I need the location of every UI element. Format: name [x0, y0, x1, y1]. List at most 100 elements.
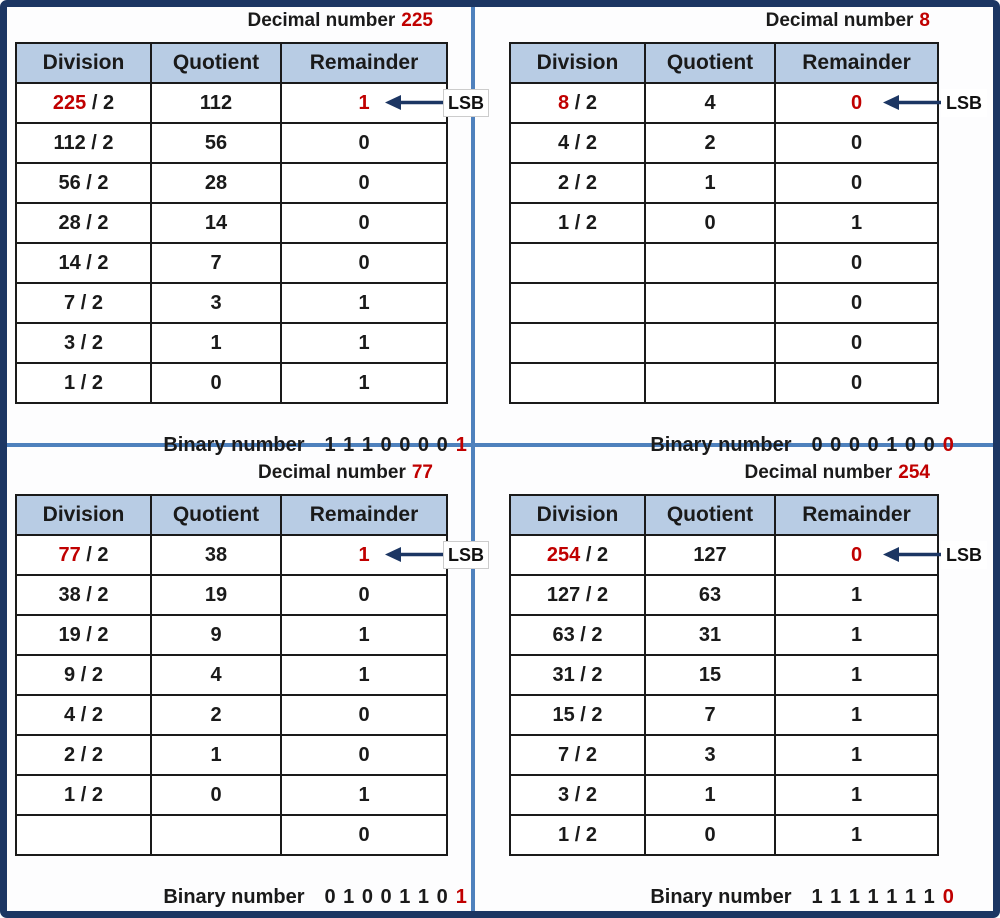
- division-cell: 225 / 2: [15, 82, 152, 124]
- decimal-title-label: Decimal number: [258, 462, 406, 483]
- quotient-cell: 56: [150, 122, 282, 164]
- table-header-row: Division Quotient Remainder: [509, 494, 939, 536]
- quotient-cell: 1: [150, 322, 282, 364]
- divisor-part: / 2: [80, 543, 109, 566]
- decimal-title: Decimal number 254: [512, 462, 930, 484]
- table-row: 112 / 2 56 0: [15, 122, 448, 164]
- binary-label: Binary number: [163, 434, 305, 456]
- division-cell: 8 / 2: [509, 82, 646, 124]
- col-header-quotient: Quotient: [150, 42, 282, 84]
- remainder-cell: 1: [774, 654, 939, 696]
- quotient-cell: 0: [150, 774, 282, 816]
- col-header-remainder: Remainder: [280, 494, 448, 536]
- quotient-cell: [644, 242, 776, 284]
- division-cell: 1 / 2: [509, 814, 646, 856]
- remainder-cell: 1: [280, 322, 448, 364]
- binary-label: Binary number: [650, 886, 792, 908]
- division-cell: 2 / 2: [509, 162, 646, 204]
- division-cell: 9 / 2: [15, 654, 152, 696]
- binary-number-line: Binary number 1 1 1 1 1 1 1 0: [617, 863, 955, 918]
- quotient-cell: 4: [644, 82, 776, 124]
- division-cell: 14 / 2: [15, 242, 152, 284]
- col-header-remainder: Remainder: [774, 494, 939, 536]
- quotient-cell: 9: [150, 614, 282, 656]
- quotient-cell: 19: [150, 574, 282, 616]
- division-cell: [509, 282, 646, 324]
- binary-digits-head: 0 1 0 0 1 1 0: [324, 886, 449, 908]
- remainder-cell: 1: [280, 774, 448, 816]
- quotient-cell: [644, 322, 776, 364]
- lsb-arrow-icon: [883, 95, 941, 110]
- divisor-part: / 2: [569, 91, 597, 114]
- remainder-cell: 1: [774, 694, 939, 736]
- remainder-cell: 1: [774, 614, 939, 656]
- quotient-cell: 1: [150, 734, 282, 776]
- division-cell: 7 / 2: [15, 282, 152, 324]
- binary-lsb-digit: 1: [455, 886, 468, 908]
- remainder-cell: 1: [774, 574, 939, 616]
- remainder-cell: 0: [280, 122, 448, 164]
- quotient-cell: 0: [644, 202, 776, 244]
- col-header-division: Division: [509, 494, 646, 536]
- quotient-cell: 14: [150, 202, 282, 244]
- binary-number-line: Binary number 0 1 0 0 1 1 0 1: [130, 863, 468, 918]
- decimal-title-label: Decimal number: [247, 10, 396, 31]
- remainder-cell: 0: [774, 122, 939, 164]
- dividend-value: 225: [52, 91, 87, 114]
- binary-digits-head: 1 1 1 1 1 1 1: [811, 886, 936, 908]
- horizontal-divider: [0, 443, 1000, 447]
- binary-digits-head: 0 0 0 0 1 0 0: [811, 434, 936, 456]
- quotient-cell: 3: [150, 282, 282, 324]
- col-header-remainder: Remainder: [774, 42, 939, 84]
- table-header-row: Division Quotient Remainder: [509, 42, 939, 84]
- table-row: 254 / 2 127 0: [509, 534, 939, 576]
- col-header-quotient: Quotient: [644, 42, 776, 84]
- table-row: 28 / 2 14 0: [15, 202, 448, 244]
- quotient-cell: 1: [644, 774, 776, 816]
- division-cell: 4 / 2: [509, 122, 646, 164]
- division-cell: 19 / 2: [15, 614, 152, 656]
- remainder-cell: 1: [774, 774, 939, 816]
- col-header-division: Division: [509, 42, 646, 84]
- division-cell: 28 / 2: [15, 202, 152, 244]
- quotient-cell: 38: [150, 534, 282, 576]
- remainder-cell: 1: [774, 734, 939, 776]
- quotient-cell: [150, 814, 282, 856]
- binary-lsb-digit: 1: [455, 434, 468, 456]
- table-header-row: Division Quotient Remainder: [15, 494, 448, 536]
- table-row: 0: [509, 322, 939, 364]
- quotient-cell: 3: [644, 734, 776, 776]
- binary-lsb-digit: 0: [942, 886, 955, 908]
- division-cell: 1 / 2: [15, 362, 152, 404]
- remainder-cell: 1: [280, 282, 448, 324]
- lsb-arrow-icon: [385, 95, 443, 110]
- division-cell: 38 / 2: [15, 574, 152, 616]
- division-cell: 7 / 2: [509, 734, 646, 776]
- table-header-row: Division Quotient Remainder: [15, 42, 448, 84]
- quotient-cell: 28: [150, 162, 282, 204]
- quotient-cell: 127: [644, 534, 776, 576]
- remainder-cell: 0: [280, 694, 448, 736]
- quotient-cell: 2: [644, 122, 776, 164]
- table-row: 0: [15, 814, 448, 856]
- remainder-cell: 0: [774, 322, 939, 364]
- quotient-cell: 2: [150, 694, 282, 736]
- binary-lsb-digit: 0: [942, 434, 955, 456]
- quotient-cell: 4: [150, 654, 282, 696]
- remainder-cell: 0: [774, 162, 939, 204]
- lsb-label: LSB: [941, 89, 987, 117]
- binary-number-line: Binary number 0 0 0 0 1 0 0 0: [617, 411, 955, 480]
- binary-digits-head: 1 1 1 0 0 0 0: [324, 434, 449, 456]
- quotient-cell: 63: [644, 574, 776, 616]
- division-table-254: Division Quotient Remainder 254 / 2 127 …: [509, 494, 939, 856]
- quotient-cell: 7: [150, 242, 282, 284]
